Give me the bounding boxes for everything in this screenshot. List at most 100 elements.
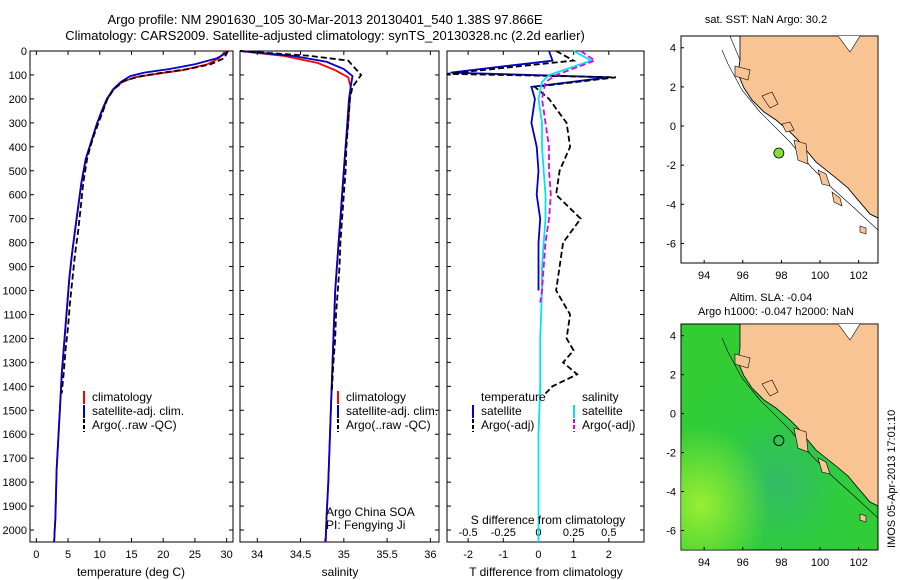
- legend-climatology-label: climatology: [346, 390, 406, 404]
- x-tick-label: 34.5: [290, 549, 311, 561]
- map1-island: [761, 91, 779, 109]
- x-tick-label: 20: [157, 549, 169, 561]
- x-tick-label: 35.5: [376, 549, 397, 561]
- map-lat-tick-label: 0: [670, 121, 676, 133]
- map-lat-tick-label: -6: [666, 526, 676, 538]
- depth-tick-label: 700: [9, 214, 27, 226]
- x-tick-label: 10: [94, 549, 106, 561]
- legend-argo-label: Argo(..raw -QC): [346, 418, 431, 432]
- salinity-series-1: [239, 50, 354, 543]
- map1-island: [859, 225, 867, 235]
- salinity-panel-frame: [239, 50, 440, 543]
- temperature-series-1: [53, 50, 229, 543]
- map-lat-tick-label: -4: [666, 199, 676, 211]
- temperature-xlabel: temperature (deg C): [77, 565, 185, 579]
- map-lat-tick-label: 0: [670, 409, 676, 421]
- depth-tick-label: 1400: [3, 381, 27, 393]
- x-tick-label: 0: [33, 549, 39, 561]
- map2-island: [817, 457, 831, 475]
- map1-malacca-strait: [837, 36, 861, 53]
- depth-tick-label: 1100: [3, 309, 27, 321]
- depth-tick-label: 1300: [3, 357, 27, 369]
- map-lon-tick-label: 94: [698, 557, 710, 569]
- map2-shelf-contour: [721, 337, 878, 519]
- depth-tick-label: 0: [21, 46, 27, 58]
- map-lat-tick-label: -2: [666, 160, 676, 172]
- figure-title-line2: Climatology: CARS2009. Satellite-adjuste…: [65, 28, 585, 43]
- depth-tick-label: 1500: [3, 405, 27, 417]
- map1-island-siberut: [793, 139, 809, 165]
- imos-watermark: IMOS 05-Apr-2013 17:01:10: [886, 410, 898, 548]
- map2-island: [734, 353, 751, 369]
- map1-island: [817, 169, 831, 187]
- salinity-legend: climatology satellite-adj. clim. Argo(..…: [337, 390, 438, 432]
- x-tick-label: -1: [498, 549, 508, 561]
- map-lat-tick-label: 2: [670, 370, 676, 382]
- salinity-diff-tick-label: 0.5: [601, 527, 616, 539]
- map2-sla: 94 96 98 100 102 4 2 0 -2 -4 -6: [666, 323, 879, 569]
- depth-tick-label: 1700: [3, 453, 27, 465]
- salinity-annotation-institution: Argo China SOA: [326, 505, 415, 519]
- map-lon-tick-label: 94: [698, 270, 710, 282]
- map-lon-tick-label: 96: [737, 270, 749, 282]
- depth-tick-label: 600: [9, 190, 27, 202]
- difference-series-0: [450, 50, 609, 291]
- map2-malacca-strait: [837, 324, 861, 341]
- difference-xlabel: T difference from climatology: [469, 565, 623, 579]
- temperature-series-2: [60, 50, 229, 394]
- depth-tick-label: 1900: [3, 501, 27, 513]
- map-lat-tick-label: -2: [666, 448, 676, 460]
- difference-series-3: [539, 50, 597, 303]
- map-lon-tick-label: 100: [811, 270, 829, 282]
- depth-tick-label: 2000: [3, 525, 27, 537]
- x-tick-label: 5: [65, 549, 71, 561]
- map2-island-siberut: [793, 427, 809, 453]
- legend-header-temperature: temperature: [481, 390, 546, 404]
- map1-island: [734, 65, 751, 81]
- x-tick-label: -2: [463, 549, 473, 561]
- argo-float-marker: [773, 435, 785, 447]
- legend-argo-label: Argo(..raw -QC): [92, 418, 177, 432]
- map-lon-tick-label: 102: [850, 270, 868, 282]
- salinity-xlabel: salinity: [322, 565, 359, 579]
- x-tick-label: 25: [189, 549, 201, 561]
- depth-tick-label: 900: [9, 262, 27, 274]
- map-lat-tick-label: 2: [670, 82, 676, 94]
- x-tick-label: 2: [606, 549, 612, 561]
- legend-temp-satellite-label: satellite: [481, 404, 522, 418]
- difference-panel-frame: [446, 50, 645, 543]
- x-tick-label: 30: [221, 549, 233, 561]
- map-lat-tick-label: 4: [670, 43, 676, 55]
- x-tick-label: 34: [251, 549, 263, 561]
- legend-satellite-label: satellite-adj. clim.: [92, 404, 184, 418]
- difference-series-2: [537, 50, 594, 542]
- difference-xlabel-top: S difference from climatology: [471, 513, 626, 527]
- depth-tick-label: 1000: [3, 286, 27, 298]
- map-lat-tick-label: 4: [670, 331, 676, 343]
- difference-series-1: [446, 50, 617, 395]
- depth-tick-label: 800: [9, 238, 27, 250]
- argo-float-marker: [773, 147, 785, 159]
- temperature-panel-frame: [29, 50, 234, 543]
- map-lon-tick-label: 96: [737, 557, 749, 569]
- x-tick-label: 0: [535, 549, 541, 561]
- map1-shelf-contour: [729, 36, 878, 219]
- map1-title: sat. SST: NaN Argo: 30.2: [705, 14, 827, 26]
- legend-climatology-label: climatology: [92, 390, 152, 404]
- map-lon-tick-label: 98: [775, 557, 787, 569]
- salinity-series-2: [239, 50, 363, 394]
- depth-tick-label: 300: [9, 118, 27, 130]
- map1-island: [831, 191, 843, 207]
- legend-satellite-label: satellite-adj. clim.: [346, 404, 438, 418]
- map2-island: [859, 513, 867, 523]
- depth-tick-label: 500: [9, 166, 27, 178]
- legend-header-salinity: salinity: [582, 390, 619, 404]
- map1-sst: 94 96 98 100 102 4 2 0 -2 -4 -6: [666, 35, 879, 282]
- depth-tick-label: 100: [9, 70, 27, 82]
- temperature-legend: climatology satellite-adj. clim. Argo(..…: [83, 390, 184, 432]
- map2-island: [761, 379, 779, 397]
- depth-tick-label: 1800: [3, 477, 27, 489]
- map-lon-tick-label: 102: [850, 557, 868, 569]
- depth-tick-label: 400: [9, 142, 27, 154]
